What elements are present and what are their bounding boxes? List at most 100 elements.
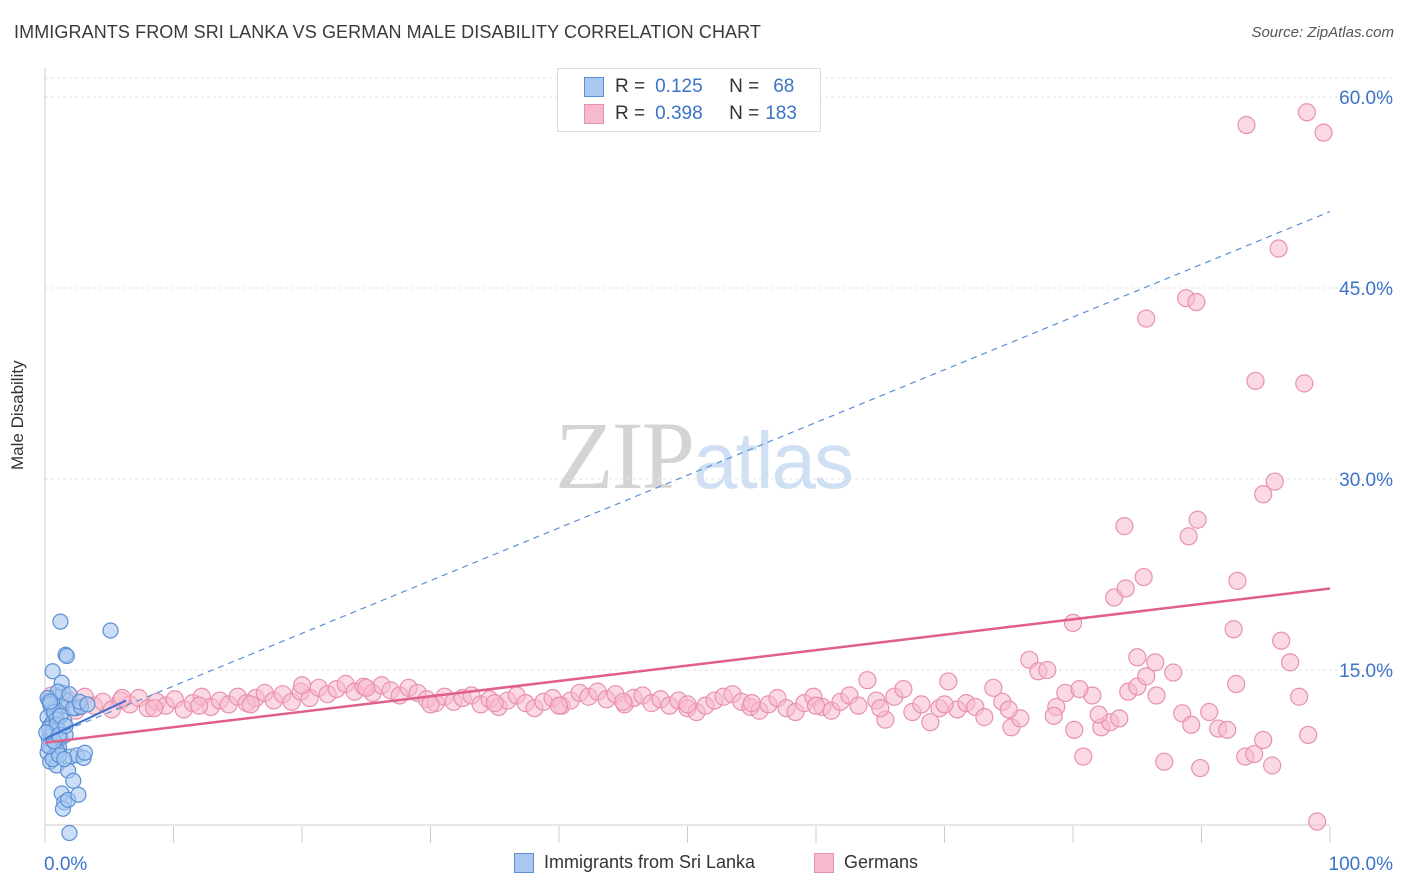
germans-point [112,688,132,708]
germans-point [1128,648,1147,667]
germans-point [485,694,504,713]
germans-point [292,676,312,695]
germans-point [1063,613,1083,632]
legend-r-label: R = [615,76,646,97]
germans-point [1265,472,1284,491]
germans-point [241,695,260,714]
bottom-legend-swatch-blue [514,852,534,873]
germans-point [1134,567,1153,587]
sri-lanka-trend-dashed [44,211,1331,740]
germans-point [1137,667,1156,686]
bottom-legend-sri-lanka: Immigrants from Sri Lanka [514,852,755,873]
sri-lanka-point [42,693,59,710]
legend-n-label: N = [729,76,760,97]
germans-point [1224,620,1243,639]
germans-point [1115,517,1134,536]
grid-lines [45,77,1392,671]
germans-point [1164,663,1183,682]
germans-point [1074,747,1093,766]
germans-point [939,672,958,691]
sri-lanka-point [102,622,119,639]
germans-point [1228,571,1247,590]
germans-point [1200,702,1219,722]
trend-lines [44,211,1331,744]
germans-point [984,678,1003,697]
axes [44,68,1331,843]
germans-point [1179,527,1198,546]
germans-point [1227,674,1246,694]
germans-point [912,695,931,714]
germans-point [145,699,164,718]
legend-n-value: 68 [773,76,795,97]
germans-point [1155,752,1174,771]
legend-r-label: R = [615,103,646,124]
germans-point [1110,709,1129,728]
sri-lanka-point [65,772,82,789]
tick-labels: 15.0% 30.0% 45.0% 60.0% 0.0% 100.0% [44,88,1393,875]
bottom-legend-germans: Germans [814,852,918,873]
watermark-atlas: atlas [693,416,854,505]
germans-point [1089,705,1108,724]
germans-point [849,696,868,715]
germans-point [1272,631,1291,650]
germans-point [858,671,877,690]
germans-point [806,696,826,715]
germans-point [894,679,913,699]
germans-point [421,695,440,714]
watermark-zip: ZIP [555,402,695,509]
germans-points [42,103,1333,831]
germans-point [678,695,697,714]
germans-trend-line [44,587,1331,744]
sri-lanka-point [56,751,73,768]
germans-point [871,699,890,718]
germans-point [999,700,1018,719]
germans-point [1308,812,1327,831]
germans-point [1299,725,1318,745]
x-tick-label-max: 100.0% [1329,854,1394,875]
germans-point [1290,687,1309,706]
sri-lanka-point [52,613,69,630]
germans-point [1038,660,1057,680]
bottom-legend-swatch-pink [814,852,834,873]
germans-point [1065,720,1084,739]
legend-n-value: 183 [765,103,797,124]
legend-swatch-pink [584,104,604,124]
y-tick-label: 15.0% [1339,661,1393,682]
germans-point [1237,115,1256,135]
bottom-legend-label: Immigrants from Sri Lanka [544,852,756,872]
germans-point [1070,679,1089,699]
germans-point [1147,686,1166,705]
y-tick-label: 30.0% [1339,470,1393,491]
germans-point [1269,239,1288,258]
watermark: ZIPatlas [555,400,854,511]
germans-point [357,678,376,697]
sri-lanka-points [38,613,119,842]
sri-lanka-point [44,663,61,680]
germans-point [1218,720,1237,739]
bottom-legend-label: Germans [844,852,919,872]
legend-swatch-blue [584,77,604,97]
legend-n-label: N = [729,103,760,124]
legend-row-sri-lanka: R = 0.125 N = 68 [584,75,794,99]
germans-point [1191,758,1210,778]
germans-point [1281,653,1300,672]
sri-lanka-trend-line [44,699,127,740]
germans-point [1146,653,1165,672]
legend-r-value: 0.398 [655,103,703,124]
sri-lanka-point [61,824,78,842]
sri-lanka-point [79,696,96,713]
germans-point [921,713,940,732]
sri-lanka-point [70,786,87,803]
y-tick-label: 45.0% [1339,279,1393,300]
germans-point [1254,730,1273,750]
sri-lanka-point [58,647,75,665]
germans-point [1182,715,1201,734]
germans-point [742,694,761,713]
germans-point [1188,510,1207,529]
germans-point [1263,756,1282,775]
germans-point [1297,103,1316,122]
germans-point [975,708,994,727]
germans-point [614,692,633,711]
germans-point [1116,579,1135,598]
